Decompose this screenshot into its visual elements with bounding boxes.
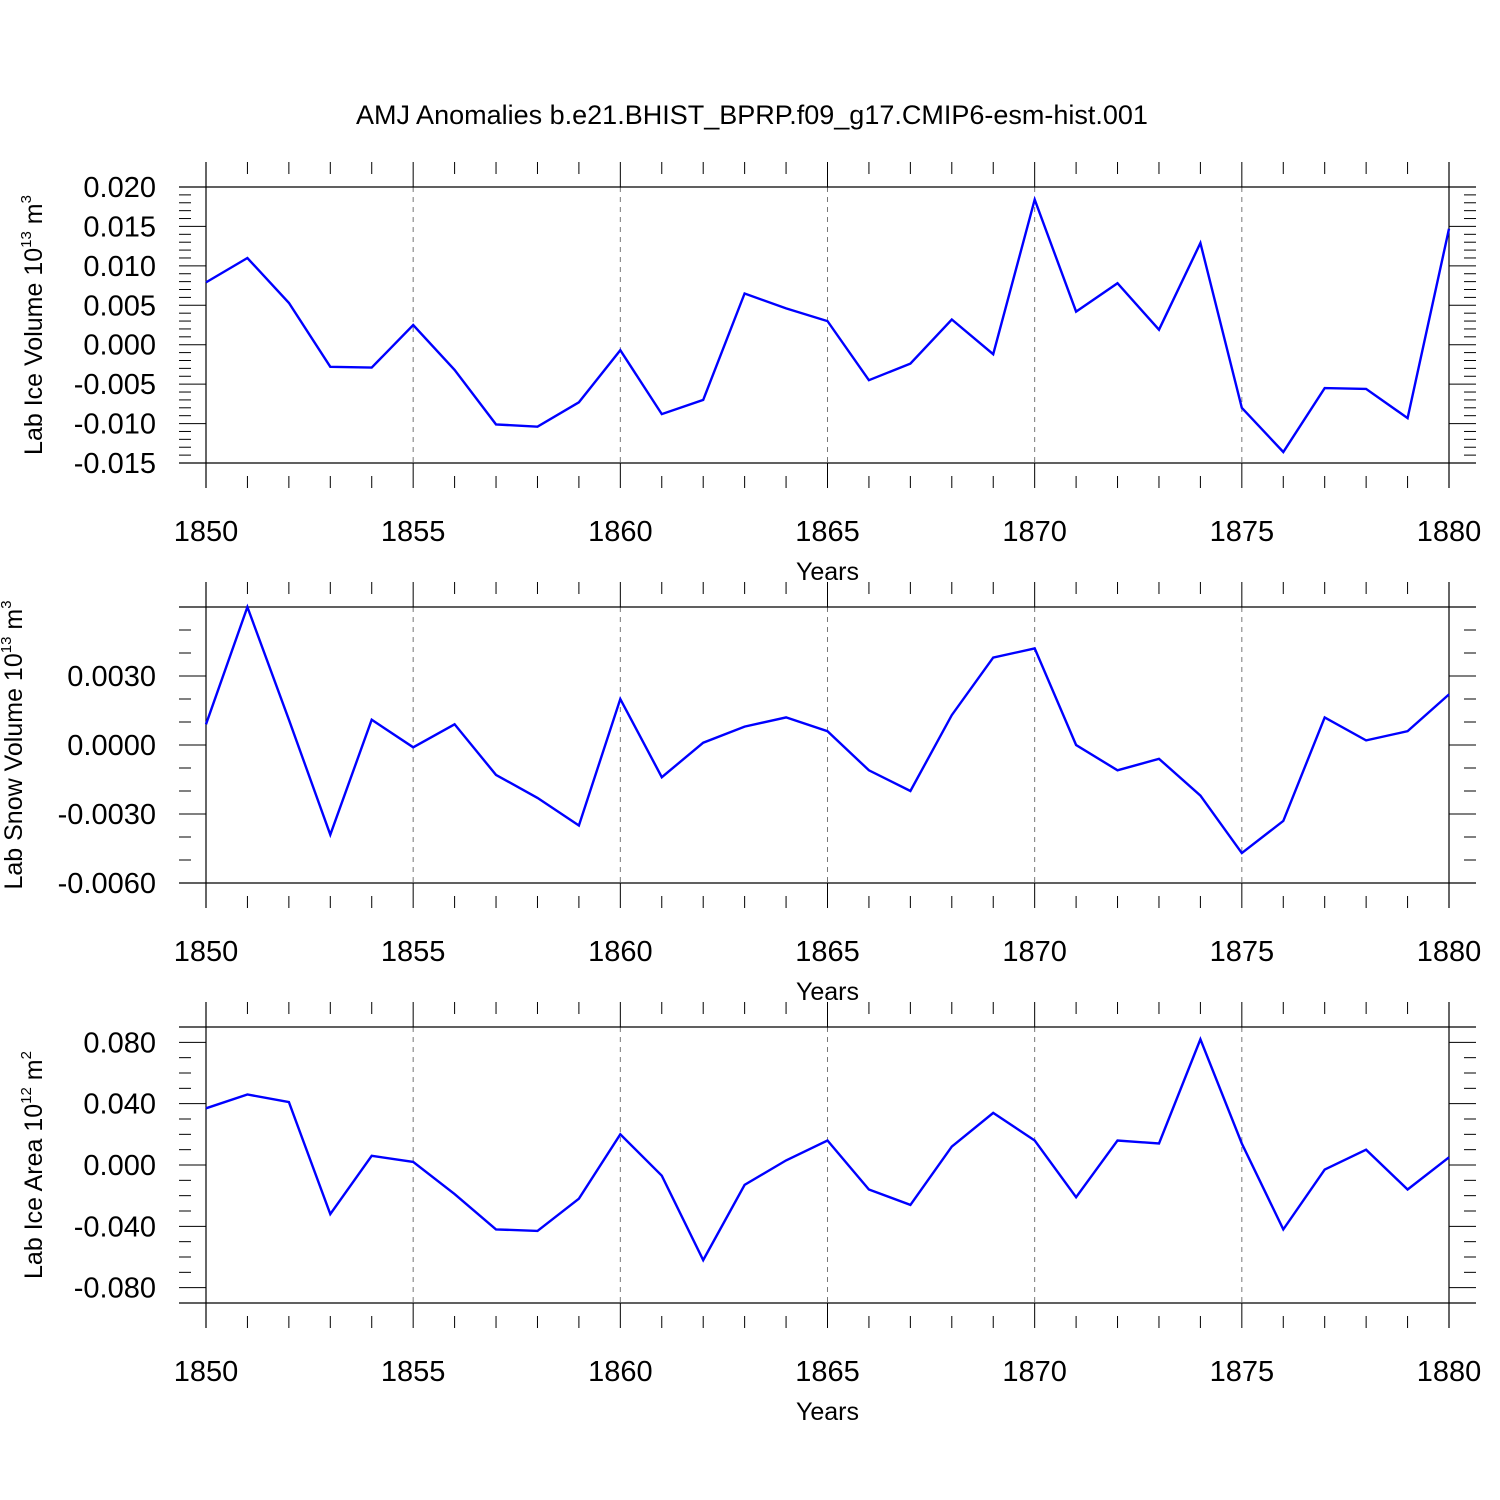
panel-snow-volume: 1850 1855 1860 1865 1870 1875 1880 Years 0.0030 0…: [0, 582, 1481, 1006]
x-axis-title: Years: [796, 558, 859, 586]
y-tick-label: 0.000: [83, 330, 156, 362]
y-tick-label: 0.005: [83, 290, 156, 322]
x-axis-title: Years: [796, 978, 859, 1006]
x-tick-label: 1875: [1210, 516, 1275, 548]
series-line: [205, 1036, 1450, 1263]
panel-ice-area: 1850 1855 1860 1865 1870 1875 1880 Years 0.080 0.…: [18, 1002, 1481, 1426]
x-tick-label: 1870: [1002, 516, 1067, 548]
x-tick-label: 1875: [1210, 1356, 1275, 1388]
y-tick-label: -0.080: [74, 1273, 156, 1305]
y-tick-label: 0.0000: [67, 730, 156, 762]
y-tick-label: 0.0030: [67, 661, 156, 693]
y-tick-label: 0.015: [83, 211, 156, 243]
y-axis-title: Lab Ice Area 1012 m2: [18, 1051, 48, 1279]
x-tick-label: 1880: [1417, 936, 1482, 968]
y-tick-label: 0.010: [83, 251, 156, 283]
x-tick-label: 1850: [174, 1356, 239, 1388]
x-tick-label: 1880: [1417, 1356, 1482, 1388]
x-tick-label: 1855: [381, 936, 446, 968]
x-tick-label: 1870: [1002, 936, 1067, 968]
y-axis-title: Lab Snow Volume 1013 m3: [0, 600, 28, 889]
y-tick-label: 0.080: [83, 1027, 156, 1059]
y-tick-label: 0.040: [83, 1089, 156, 1121]
x-tick-label: 1855: [381, 1356, 446, 1388]
x-tick-label: 1865: [795, 936, 860, 968]
x-tick-label: 1865: [795, 1356, 860, 1388]
x-tick-label: 1880: [1417, 516, 1482, 548]
x-tick-label: 1865: [795, 516, 860, 548]
y-tick-label: 0.000: [83, 1150, 156, 1182]
x-tick-label: 1855: [381, 516, 446, 548]
y-tick-label: -0.005: [74, 369, 156, 401]
figure-title: AMJ Anomalies b.e21.BHIST_BPRP.f09_g17.C…: [356, 100, 1148, 130]
y-tick-label: -0.0060: [58, 868, 156, 900]
y-tick-label: 0.020: [83, 172, 156, 204]
y-axis-title: Lab Ice Volume 1013 m3: [18, 195, 48, 455]
y-tick-label: -0.040: [74, 1211, 156, 1243]
x-tick-label: 1850: [174, 516, 239, 548]
x-tick-label: 1850: [174, 936, 239, 968]
panel-ice-volume: 1850 1855 1860 1865 1870 1875 1880 Years 0.020 0.…: [18, 162, 1481, 586]
y-tick-label: -0.010: [74, 409, 156, 441]
y-tick-label: -0.015: [74, 448, 156, 480]
y-tick-label: -0.0030: [58, 799, 156, 831]
x-tick-label: 1875: [1210, 936, 1275, 968]
x-tick-label: 1860: [588, 1356, 653, 1388]
x-tick-label: 1860: [588, 516, 653, 548]
series-line: [205, 195, 1451, 454]
x-tick-label: 1870: [1002, 1356, 1067, 1388]
x-axis-title: Years: [796, 1398, 859, 1426]
series-line: [204, 603, 1450, 855]
x-tick-label: 1860: [588, 936, 653, 968]
